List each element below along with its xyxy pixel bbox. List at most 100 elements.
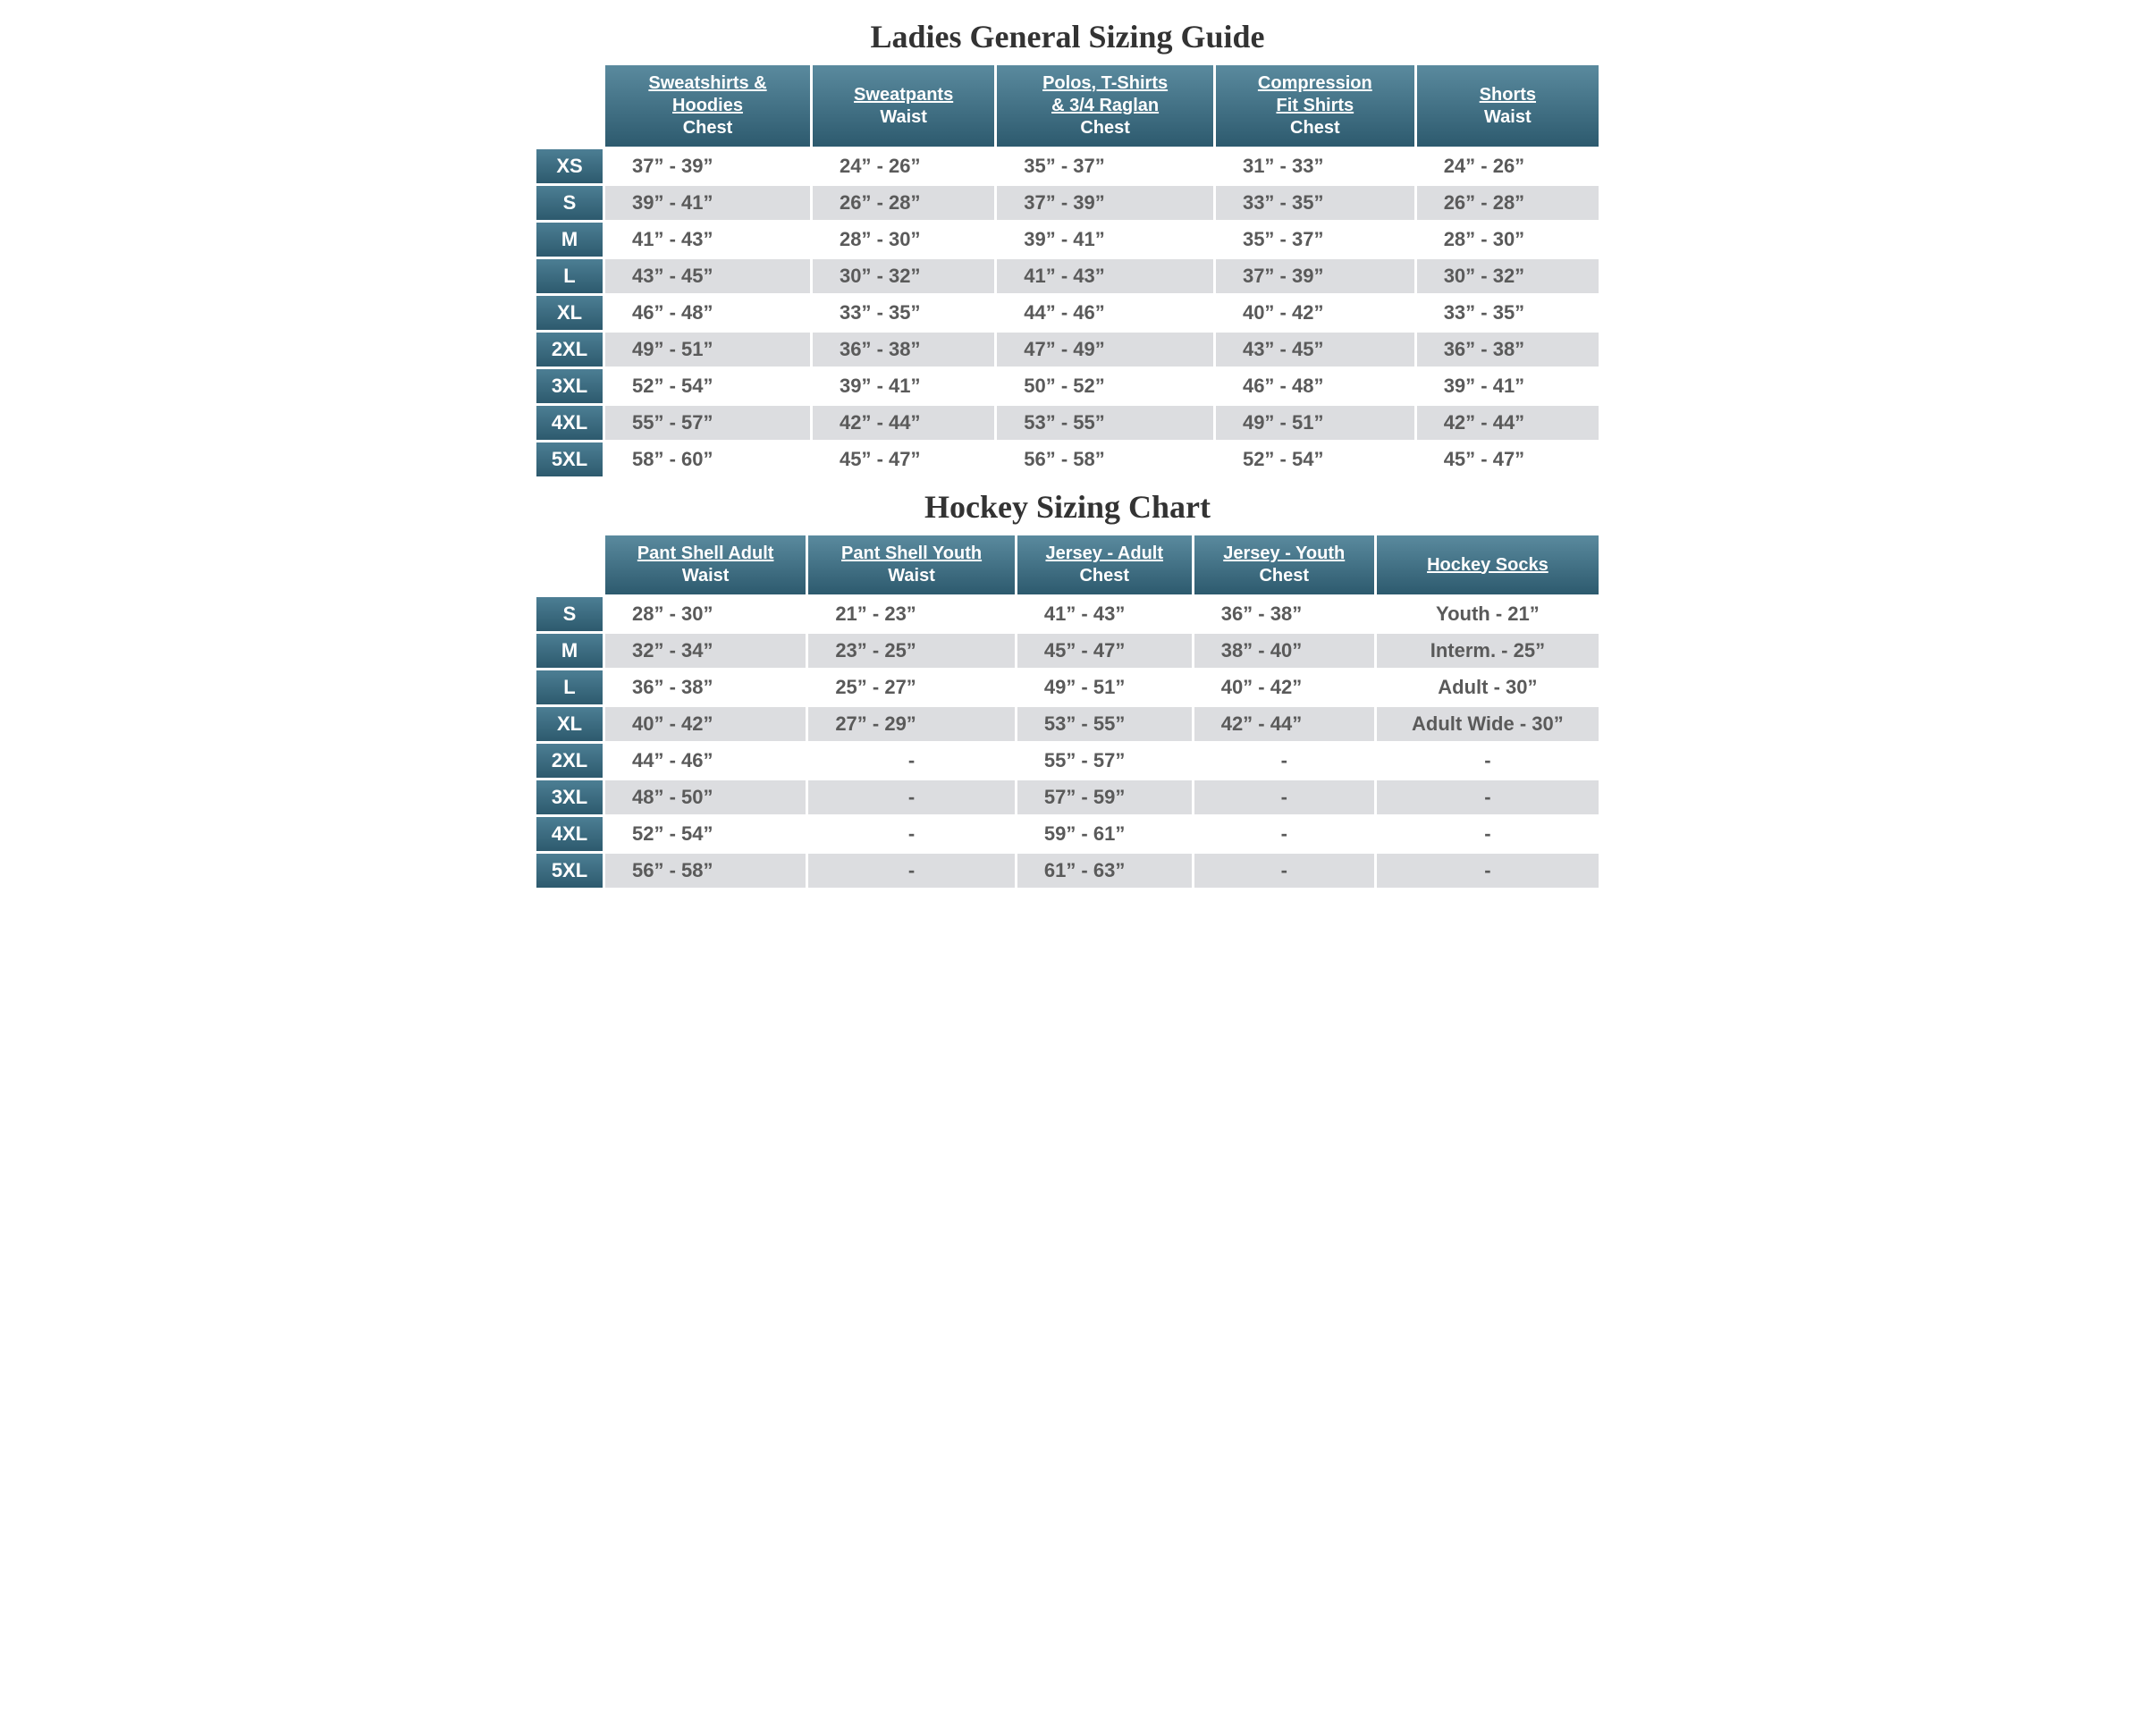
size-label: 5XL — [536, 442, 603, 476]
size-value: 35” - 37” — [997, 149, 1213, 183]
table-row: M32” - 34”23” - 25”45” - 47”38” - 40”Int… — [536, 634, 1599, 668]
table-row: 3XL48” - 50”-57” - 59”-- — [536, 780, 1599, 814]
size-value: 50” - 52” — [997, 369, 1213, 403]
size-value: 36” - 38” — [1417, 333, 1599, 367]
column-header: ShortsWaist — [1417, 65, 1599, 147]
column-header: Hockey Socks — [1377, 535, 1599, 594]
size-value: 41” - 43” — [605, 223, 810, 257]
size-value: 37” - 39” — [605, 149, 810, 183]
size-value: 59” - 61” — [1017, 817, 1192, 851]
size-label: 3XL — [536, 780, 603, 814]
size-value: 57” - 59” — [1017, 780, 1192, 814]
size-label: 4XL — [536, 406, 603, 440]
size-value: 35” - 37” — [1216, 223, 1414, 257]
size-value: - — [1377, 780, 1599, 814]
column-header-line1: Pant Shell Youth — [812, 543, 1011, 565]
size-value: 52” - 54” — [605, 817, 806, 851]
column-header-line2: Hoodies — [609, 95, 806, 117]
size-value: 28” - 30” — [1417, 223, 1599, 257]
column-header: Jersey - YouthChest — [1194, 535, 1374, 594]
size-label: 2XL — [536, 744, 603, 778]
size-value: 26” - 28” — [813, 186, 994, 220]
column-header-line1: Jersey - Youth — [1198, 543, 1371, 565]
size-label: XL — [536, 296, 603, 330]
size-value: 39” - 41” — [1417, 369, 1599, 403]
column-header-sub: Chest — [609, 117, 806, 139]
size-value: 58” - 60” — [605, 442, 810, 476]
column-header-sub: Chest — [1000, 117, 1210, 139]
size-label: 4XL — [536, 817, 603, 851]
size-value: 30” - 32” — [813, 259, 994, 293]
size-value: 25” - 27” — [808, 670, 1015, 704]
size-value: 45” - 47” — [1017, 634, 1192, 668]
size-value: Interm. - 25” — [1377, 634, 1599, 668]
size-label: 3XL — [536, 369, 603, 403]
size-value: - — [808, 780, 1015, 814]
size-label: 5XL — [536, 854, 603, 888]
size-value: 55” - 57” — [605, 406, 810, 440]
size-label: L — [536, 670, 603, 704]
size-value: - — [1377, 854, 1599, 888]
size-label: 2XL — [536, 333, 603, 367]
size-value: 41” - 43” — [997, 259, 1213, 293]
hockey-title: Hockey Sizing Chart — [534, 488, 1601, 526]
size-value: - — [1377, 744, 1599, 778]
size-value: 55” - 57” — [1017, 744, 1192, 778]
table-row: 2XL49” - 51”36” - 38”47” - 49”43” - 45”3… — [536, 333, 1599, 367]
size-value: 33” - 35” — [1216, 186, 1414, 220]
size-value: 42” - 44” — [813, 406, 994, 440]
size-value: 36” - 38” — [605, 670, 806, 704]
column-header-line1: Sweatpants — [816, 84, 991, 106]
size-value: 36” - 38” — [813, 333, 994, 367]
table-row: L36” - 38”25” - 27”49” - 51”40” - 42”Adu… — [536, 670, 1599, 704]
size-value: - — [1377, 817, 1599, 851]
column-header: Pant Shell AdultWaist — [605, 535, 806, 594]
size-value: 49” - 51” — [605, 333, 810, 367]
size-value: 28” - 30” — [813, 223, 994, 257]
column-header: Pant Shell YouthWaist — [808, 535, 1015, 594]
size-value: 61” - 63” — [1017, 854, 1192, 888]
size-value: 23” - 25” — [808, 634, 1015, 668]
size-value: 53” - 55” — [1017, 707, 1192, 741]
table-row: 5XL58” - 60”45” - 47”56” - 58”52” - 54”4… — [536, 442, 1599, 476]
size-value: 39” - 41” — [997, 223, 1213, 257]
size-value: 44” - 46” — [605, 744, 806, 778]
size-value: 56” - 58” — [997, 442, 1213, 476]
column-header-sub: Chest — [1219, 117, 1411, 139]
size-value: - — [1194, 854, 1374, 888]
size-value: 43” - 45” — [1216, 333, 1414, 367]
ladies-sizing-table: Sweatshirts &HoodiesChestSweatpantsWaist… — [534, 63, 1601, 479]
size-value: 38” - 40” — [1194, 634, 1374, 668]
header-corner — [536, 65, 603, 147]
column-header-sub: Waist — [816, 106, 991, 129]
size-label: XS — [536, 149, 603, 183]
size-value: 49” - 51” — [1017, 670, 1192, 704]
size-value: 42” - 44” — [1194, 707, 1374, 741]
size-value: 49” - 51” — [1216, 406, 1414, 440]
size-value: 40” - 42” — [1216, 296, 1414, 330]
size-value: 39” - 41” — [605, 186, 810, 220]
size-value: 48” - 50” — [605, 780, 806, 814]
table-row: 3XL52” - 54”39” - 41”50” - 52”46” - 48”3… — [536, 369, 1599, 403]
table-row: 2XL44” - 46”-55” - 57”-- — [536, 744, 1599, 778]
size-value: 36” - 38” — [1194, 597, 1374, 631]
size-value: 43” - 45” — [605, 259, 810, 293]
size-value: 26” - 28” — [1417, 186, 1599, 220]
column-header: CompressionFit ShirtsChest — [1216, 65, 1414, 147]
column-header: SweatpantsWaist — [813, 65, 994, 147]
column-header-line1: Polos, T-Shirts — [1000, 72, 1210, 95]
size-label: XL — [536, 707, 603, 741]
size-value: 45” - 47” — [1417, 442, 1599, 476]
table-row: 4XL55” - 57”42” - 44”53” - 55”49” - 51”4… — [536, 406, 1599, 440]
size-value: 24” - 26” — [813, 149, 994, 183]
size-value: 42” - 44” — [1417, 406, 1599, 440]
table-row: M41” - 43”28” - 30”39” - 41”35” - 37”28”… — [536, 223, 1599, 257]
size-label: S — [536, 597, 603, 631]
size-value: 31” - 33” — [1216, 149, 1414, 183]
size-value: - — [1194, 744, 1374, 778]
size-value: 45” - 47” — [813, 442, 994, 476]
column-header: Sweatshirts &HoodiesChest — [605, 65, 810, 147]
header-corner — [536, 535, 603, 594]
size-label: M — [536, 634, 603, 668]
size-value: 44” - 46” — [997, 296, 1213, 330]
